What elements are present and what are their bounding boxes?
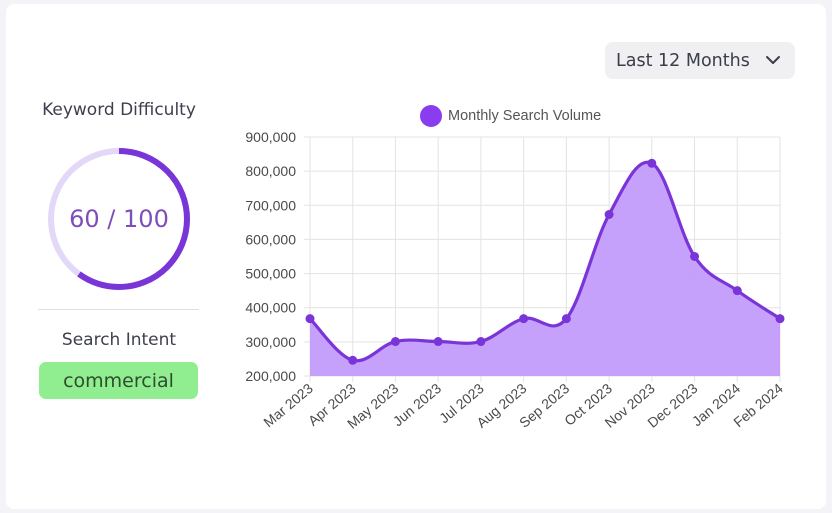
date-range-select[interactable]: Last 12 Months — [605, 42, 795, 79]
keyword-difficulty-title: Keyword Difficulty — [42, 100, 196, 120]
y-tick-label: 200,000 — [245, 368, 296, 384]
y-tick-label: 700,000 — [245, 197, 296, 213]
data-point[interactable] — [732, 286, 742, 296]
y-tick-label: 300,000 — [245, 334, 296, 350]
difficulty-gauge — [48, 148, 190, 290]
data-point[interactable] — [476, 337, 486, 347]
chart-legend[interactable]: Monthly Search Volume — [420, 104, 601, 128]
date-range-value: Last 12 Months — [616, 50, 750, 71]
y-tick-label: 800,000 — [245, 163, 296, 179]
data-point[interactable] — [390, 337, 400, 347]
data-point[interactable] — [348, 355, 358, 365]
x-tick-label: Jun 2023 — [390, 380, 445, 429]
y-tick-label: 600,000 — [245, 231, 296, 247]
chevron-down-icon — [766, 56, 780, 64]
search-intent-badge: commercial — [39, 362, 198, 399]
data-point[interactable] — [647, 158, 657, 168]
legend-label: Monthly Search Volume — [448, 108, 602, 124]
data-point[interactable] — [690, 252, 700, 261]
data-point[interactable] — [604, 210, 614, 220]
data-point[interactable] — [433, 337, 443, 347]
data-point[interactable] — [305, 314, 315, 324]
data-point[interactable] — [519, 314, 529, 324]
y-tick-label: 900,000 — [245, 129, 296, 145]
data-point[interactable] — [561, 314, 571, 324]
y-tick-label: 500,000 — [245, 266, 296, 282]
gauge-progress — [48, 148, 190, 290]
difficulty-score: 60 / 100 — [69, 205, 169, 233]
data-point[interactable] — [775, 314, 785, 324]
search-intent-title: Search Intent — [61, 330, 177, 350]
area-fill — [310, 162, 780, 376]
y-tick-label: 400,000 — [245, 300, 296, 316]
divider — [38, 309, 199, 310]
legend-swatch — [420, 105, 442, 127]
x-tick-label: Mar 2023 — [260, 380, 316, 430]
